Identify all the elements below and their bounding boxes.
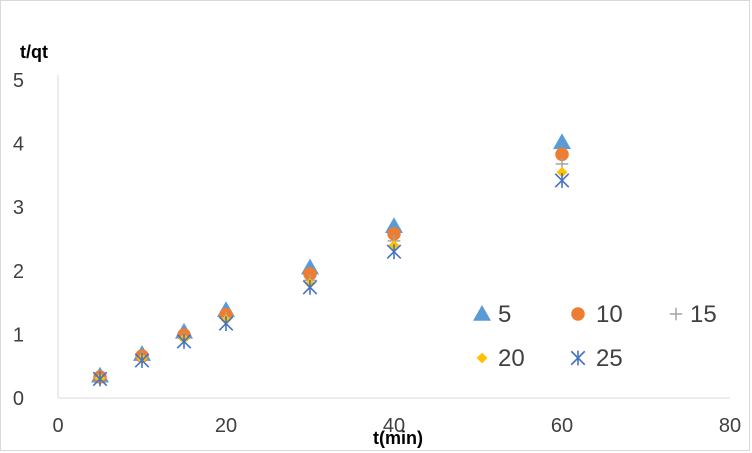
legend-label: 25: [596, 345, 623, 372]
data-point: [556, 166, 568, 178]
data-point: [134, 353, 150, 368]
data-point: [176, 333, 192, 349]
x-tick-label: 60: [551, 415, 573, 437]
x-tick-label: 0: [52, 415, 63, 437]
y-tick-label: 0: [13, 388, 24, 410]
plot-area: [91, 133, 571, 387]
x-tick-label: 80: [719, 415, 741, 437]
legend-label: 10: [596, 301, 623, 328]
legend: 5 10 15 20 25: [473, 301, 717, 372]
legend-label: 5: [498, 301, 511, 328]
axes: [57, 75, 730, 399]
data-point: [302, 279, 318, 295]
y-tick-label: 4: [13, 134, 24, 156]
legend-item-5: 5: [473, 301, 511, 328]
x-tick-label: 20: [215, 415, 237, 437]
data-point: [387, 227, 401, 241]
data-point: [554, 173, 570, 188]
legend-label: 15: [690, 301, 717, 328]
y-tick-label: 2: [13, 261, 24, 283]
data-point: [553, 133, 571, 150]
series-25: [92, 173, 570, 387]
legend-item-20: 20: [476, 345, 525, 372]
data-point: [555, 147, 569, 162]
legend-item-25: 25: [570, 345, 623, 372]
data-point: [218, 316, 234, 332]
legend-item-15: 15: [669, 301, 717, 328]
legend-label: 20: [498, 345, 525, 372]
y-tick-label: 5: [13, 70, 24, 92]
legend-marker: [571, 307, 585, 321]
data-point: [303, 267, 317, 281]
legend-marker: [473, 305, 491, 321]
legend-marker: [570, 350, 586, 366]
data-point: [92, 371, 108, 387]
y-axis-title: t/qt: [20, 42, 48, 62]
legend-item-10: 10: [571, 301, 623, 328]
legend-marker: [476, 352, 488, 364]
tick-labels: 0 20 40 60 80 0 1 2 3 4 5: [13, 70, 741, 437]
x-axis-title: t(min): [373, 428, 423, 448]
y-tick-label: 1: [13, 324, 24, 346]
x-tick-label: 40: [383, 415, 405, 437]
series-20: [94, 166, 568, 384]
legend-marker: [669, 307, 683, 321]
y-tick-label: 3: [13, 197, 24, 219]
data-point: [386, 244, 402, 260]
